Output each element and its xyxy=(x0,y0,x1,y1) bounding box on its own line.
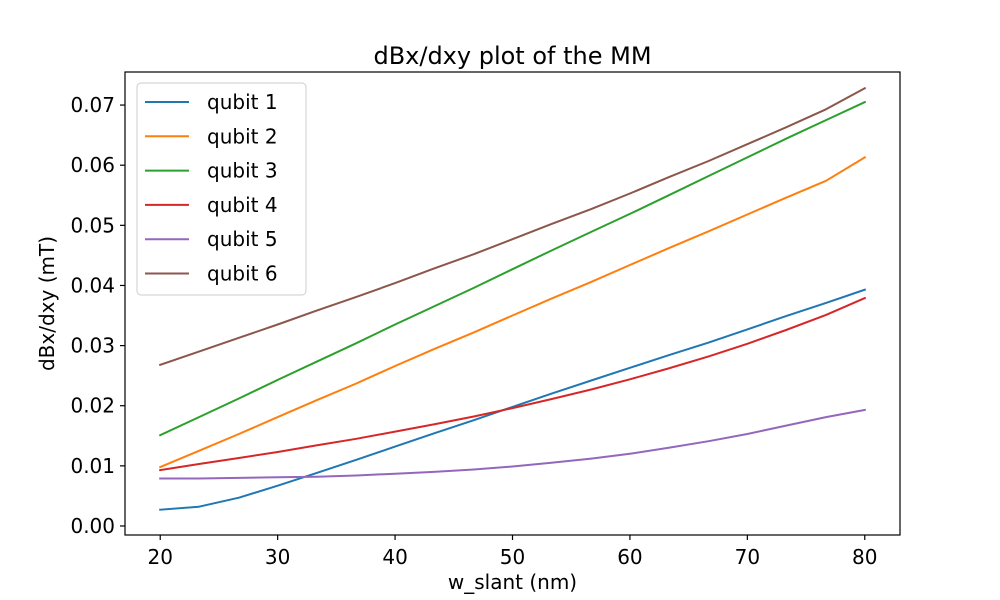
legend[interactable]: qubit 1 qubit 2 qubit 3 qubit 4 qubit 5 qubit… xyxy=(136,82,307,296)
x-tick-label: 60 xyxy=(617,545,642,569)
y-tick-label: 0.04 xyxy=(70,273,115,297)
legend-label-1: qubit 1 xyxy=(207,90,278,114)
y-tick-label: 0.02 xyxy=(70,394,115,418)
legend-label-3: qubit 3 xyxy=(207,159,278,183)
x-tick-label: 80 xyxy=(852,545,877,569)
x-axis: 20 30 40 50 60 70 80 xyxy=(148,535,877,569)
series-line-6 xyxy=(158,86,867,367)
x-tick-label: 70 xyxy=(735,545,760,569)
plot-area xyxy=(158,86,867,511)
y-tick-label: 0.07 xyxy=(70,93,115,117)
series-line-3 xyxy=(158,100,867,437)
series-line-4 xyxy=(159,296,867,472)
legend-label-5: qubit 5 xyxy=(207,227,278,251)
y-axis-label: dBx/dxy (mT) xyxy=(35,236,59,371)
y-tick-label: 0.05 xyxy=(70,213,115,237)
legend-label-6: qubit 6 xyxy=(207,262,278,286)
legend-label-2: qubit 2 xyxy=(207,124,278,148)
y-tick-label: 0.00 xyxy=(70,514,115,538)
x-tick-label: 40 xyxy=(382,545,407,569)
y-tick-label: 0.01 xyxy=(70,454,115,478)
chart-title: dBx/dxy plot of the MM xyxy=(373,42,651,70)
x-tick-label: 30 xyxy=(265,545,290,569)
series-line-5 xyxy=(159,408,866,480)
x-tick-label: 50 xyxy=(500,545,525,569)
y-tick-label: 0.06 xyxy=(70,153,115,177)
series-line-2 xyxy=(158,156,867,469)
series-line-1 xyxy=(159,288,867,511)
y-tick-label: 0.03 xyxy=(70,334,115,358)
x-axis-label: w_slant (nm) xyxy=(448,570,577,594)
y-axis: 0.00 0.01 0.02 0.03 0.04 0.05 0.06 0.07 xyxy=(70,93,125,538)
legend-label-4: qubit 4 xyxy=(207,193,278,217)
x-tick-label: 20 xyxy=(148,545,173,569)
